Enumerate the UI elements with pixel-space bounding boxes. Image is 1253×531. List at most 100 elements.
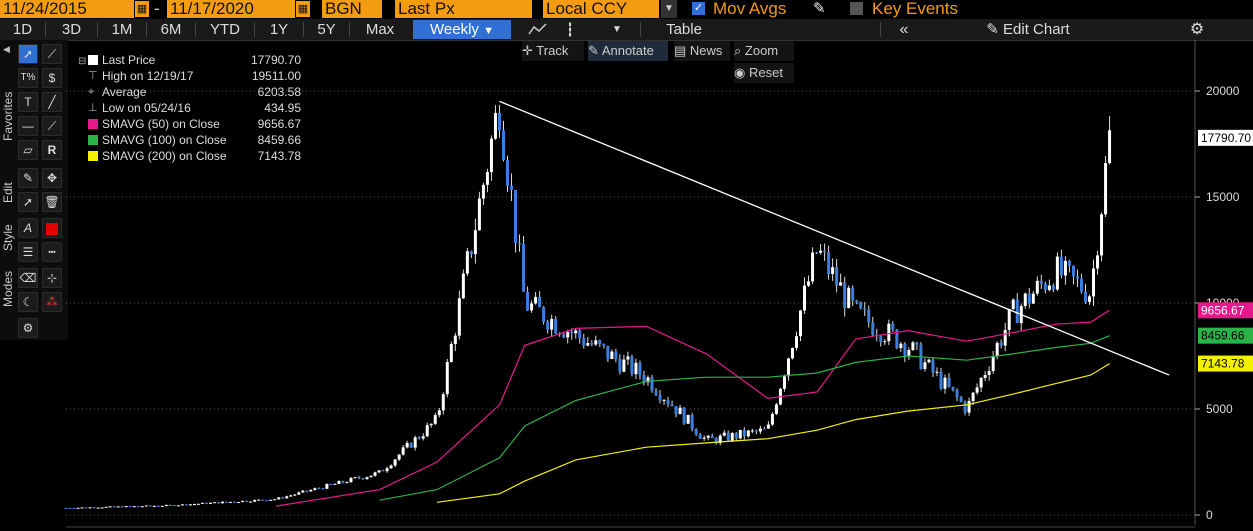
candle-body: [899, 343, 903, 349]
currency-select[interactable]: Local CCY: [543, 0, 659, 18]
range-button-6m[interactable]: 6M: [160, 21, 182, 38]
candle-body: [951, 386, 955, 390]
range-button-1d[interactable]: 1D: [12, 21, 33, 38]
news-button[interactable]: ▤ News: [674, 41, 730, 61]
candle-body: [542, 307, 546, 322]
collapse-left-icon[interactable]: «: [899, 21, 909, 38]
r-tool-icon[interactable]: R: [42, 140, 62, 160]
candle-body: [807, 281, 811, 286]
pencil-icon[interactable]: ✎: [813, 0, 826, 17]
line-weight-icon[interactable]: ☰: [18, 242, 38, 262]
candle-body: [1092, 268, 1096, 297]
track-button[interactable]: ✛ Track: [522, 41, 584, 61]
percent-tool-icon[interactable]: T%: [18, 68, 38, 88]
legend-item[interactable]: SMAVG (200) on Close 7143.78: [78, 148, 304, 164]
candle-body: [895, 329, 899, 349]
range-bar: 1D 3D 1M 6M YTD 1Y 5Y Max Weekly ▼ ┇ ▼ T…: [0, 19, 1253, 41]
color-dots-icon[interactable]: ⁂: [42, 292, 62, 312]
move-tool-icon[interactable]: ✥: [42, 168, 62, 188]
edit-chart-button[interactable]: ✎ Edit Chart: [972, 20, 1084, 39]
table-button[interactable]: Table: [666, 21, 702, 38]
line-style-icon[interactable]: ┅: [42, 242, 62, 262]
candle-body: [598, 340, 602, 344]
calendar-icon[interactable]: ▦: [296, 1, 310, 17]
candle-body: [1104, 163, 1108, 215]
gear-icon[interactable]: ⚙: [1189, 21, 1205, 38]
line-tool-icon[interactable]: ⟋: [42, 44, 62, 64]
start-date-field[interactable]: 11/24/2015: [0, 0, 134, 18]
frequency-select[interactable]: Weekly ▼: [413, 20, 511, 39]
font-style-icon[interactable]: A: [18, 218, 38, 238]
high-marker-icon: ⊤: [88, 70, 98, 82]
collapse-icon[interactable]: ⊟: [78, 56, 87, 67]
candle-body: [730, 433, 734, 441]
pen-tool-icon[interactable]: ✎: [18, 168, 38, 188]
candle-body: [80, 507, 84, 509]
candle-body: [1015, 299, 1019, 324]
candle-body: [799, 310, 803, 337]
candle-body: [313, 488, 317, 490]
select-tool-icon[interactable]: ➚: [18, 192, 38, 212]
eraser-icon[interactable]: ⌫: [18, 268, 38, 288]
calendar-icon[interactable]: ▦: [135, 1, 149, 17]
chevron-down-icon[interactable]: ▼: [612, 24, 622, 35]
candlestick-icon[interactable]: ┇: [566, 22, 574, 37]
candle-body: [1035, 280, 1039, 294]
candle-body: [887, 323, 891, 342]
pointer-tool-icon[interactable]: ➚: [18, 44, 38, 64]
legend-item[interactable]: SMAVG (100) on Close 8459.66: [78, 132, 304, 148]
candle-body: [1087, 296, 1091, 302]
range-button-5y[interactable]: 5Y: [317, 21, 336, 38]
horizontal-line-tool-icon[interactable]: —: [18, 116, 38, 136]
candle-body: [871, 322, 875, 335]
reset-button[interactable]: ◉ Reset: [734, 63, 794, 83]
candle-body: [674, 406, 678, 415]
divider: [195, 22, 196, 37]
range-button-1y[interactable]: 1Y: [269, 21, 289, 38]
candle-body: [261, 499, 265, 501]
mov-avgs-checkbox[interactable]: ✓: [692, 2, 705, 15]
trash-icon[interactable]: 🗑: [42, 192, 62, 212]
legend-item[interactable]: ⊤ High on 12/19/17 19511.00: [78, 68, 304, 84]
price-field-select[interactable]: Last Px: [395, 0, 532, 18]
candle-body: [566, 332, 570, 338]
candle-body: [662, 400, 666, 402]
caret-left-icon[interactable]: ◀: [3, 44, 10, 54]
candle-body: [1055, 256, 1059, 290]
legend-item[interactable]: ⌖ Average 6203.58: [78, 84, 304, 100]
gear-icon[interactable]: ⚙: [18, 318, 38, 338]
trendline-tool-icon[interactable]: ╱: [42, 92, 62, 112]
line-chart-icon[interactable]: [521, 20, 555, 39]
candle-body: [293, 494, 297, 496]
ticker-field[interactable]: BGN: [322, 0, 382, 18]
chevron-down-icon[interactable]: ▼: [661, 0, 677, 18]
candle-body: [702, 437, 706, 439]
range-button-1m[interactable]: 1M: [111, 21, 133, 38]
news-label: News: [689, 43, 723, 58]
text-tool-icon[interactable]: T: [18, 92, 38, 112]
candle-body: [618, 358, 622, 372]
range-button-3d[interactable]: 3D: [61, 21, 82, 38]
candle-body: [642, 375, 646, 383]
range-button-max[interactable]: Max: [365, 21, 395, 38]
reset-label: Reset: [748, 65, 783, 80]
candle-body: [437, 410, 441, 416]
annotate-button[interactable]: ✎ Annotate: [588, 41, 668, 61]
legend-item[interactable]: Last Price 17790.70: [78, 52, 304, 68]
color-picker-icon[interactable]: [42, 218, 62, 238]
key-events-checkbox[interactable]: [850, 2, 863, 15]
channel-tool-icon[interactable]: ▱: [18, 140, 38, 160]
candle-body: [273, 499, 277, 501]
magnet-mode-icon[interactable]: ☾: [18, 292, 38, 312]
price-range-tool-icon[interactable]: $: [42, 68, 62, 88]
zoom-button[interactable]: ⌕ Zoom: [734, 41, 794, 61]
legend-item[interactable]: SMAVG (50) on Close 9656.67: [78, 116, 304, 132]
crosshair-mode-icon[interactable]: ⊹: [42, 268, 62, 288]
ray-tool-icon[interactable]: ⟋: [42, 116, 62, 136]
end-date-field[interactable]: 11/17/2020: [167, 0, 295, 18]
legend-item[interactable]: ⊥ Low on 05/24/16 434.95: [78, 100, 304, 116]
candle-body: [718, 435, 722, 444]
candle-body: [461, 273, 465, 299]
range-button-ytd[interactable]: YTD: [210, 21, 240, 38]
